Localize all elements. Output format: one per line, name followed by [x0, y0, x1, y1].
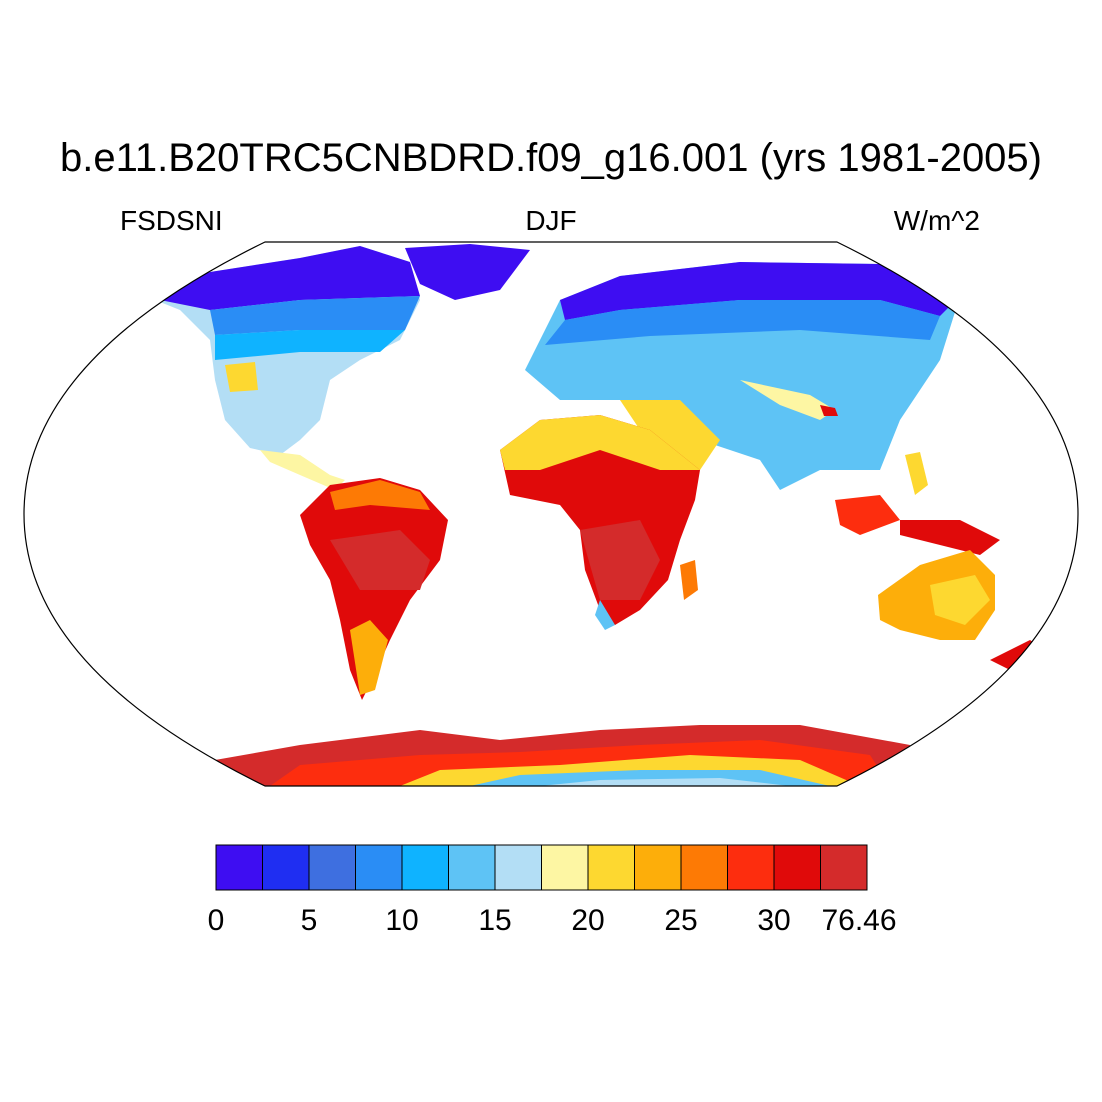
colorbar-tick-label: 76.46 [821, 904, 896, 937]
colorbar-box [308, 844, 356, 891]
colorbar-box [262, 844, 310, 891]
africa-region [500, 415, 700, 630]
colorbar-box [541, 844, 589, 891]
colorbar-box [587, 844, 635, 891]
plot-title: b.e11.B20TRC5CNBDRD.f09_g16.001 (yrs 198… [59, 136, 1042, 180]
colorbar-box [773, 844, 821, 891]
colorbar-box [727, 844, 775, 891]
units-label: W/m^2 [893, 205, 980, 236]
antarctica-region [200, 725, 910, 786]
colorbar-box [355, 844, 403, 891]
colorbar-tick-label: 15 [478, 904, 511, 937]
colorbar-box [215, 844, 263, 891]
season-label: DJF [525, 205, 577, 236]
variable-label: FSDSNI [120, 205, 223, 236]
colorbar-box [820, 844, 868, 891]
north-america-region [150, 244, 530, 490]
colorbar-tick-label: 25 [664, 904, 697, 937]
colorbar-tick-label: 30 [757, 904, 790, 937]
colorbar-tick-label: 20 [571, 904, 604, 937]
colorbar-tick-label: 10 [385, 904, 418, 937]
maritime-region [835, 495, 1000, 555]
australia-region [878, 550, 1045, 670]
south-america-region [300, 478, 448, 700]
eurasia-region [525, 262, 960, 495]
colorbar-box [401, 844, 449, 891]
colorbar-box [494, 844, 542, 891]
map-outline [23, 241, 1079, 787]
colorbar-box [680, 844, 728, 891]
colorbar-box [634, 844, 682, 891]
colorbar-box [448, 844, 496, 891]
colorbar-tick-label: 5 [301, 904, 318, 937]
colorbar-tick-label: 0 [208, 904, 225, 937]
